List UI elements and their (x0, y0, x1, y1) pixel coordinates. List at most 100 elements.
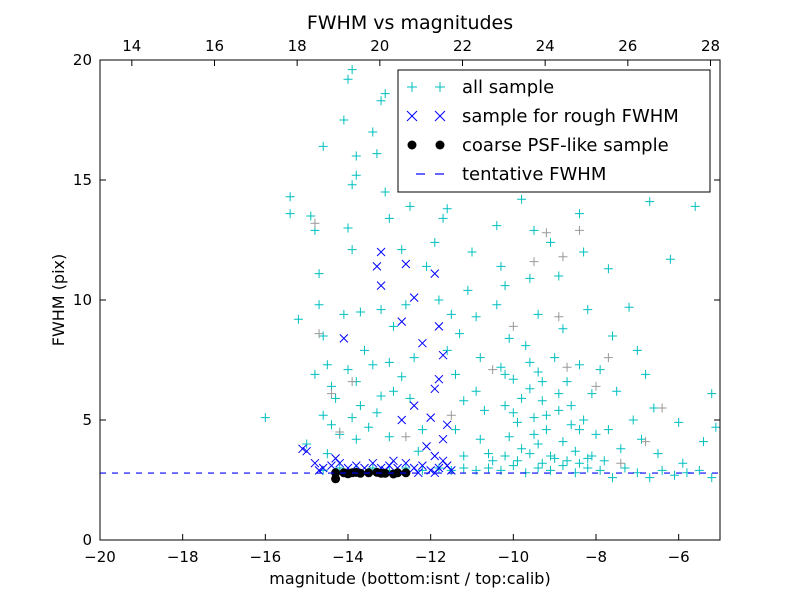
data-point (438, 350, 448, 360)
series-all-sample (260, 65, 720, 483)
data-point (376, 96, 386, 106)
x-tick-label: −20 (84, 548, 116, 566)
legend-label: tentative FWHM (462, 164, 606, 185)
data-point (690, 201, 700, 211)
data-point (550, 353, 560, 363)
data-point (422, 442, 431, 451)
data-point (624, 302, 634, 312)
data-point (302, 439, 312, 449)
data-point (418, 461, 427, 470)
data-point (484, 449, 494, 459)
data-point (459, 451, 469, 461)
data-point (546, 451, 556, 461)
data-point (471, 386, 481, 396)
data-point (368, 127, 378, 137)
data-point (331, 393, 341, 403)
data-point (347, 65, 357, 75)
data-point (620, 463, 630, 473)
data-point (566, 420, 576, 430)
data-point (632, 345, 642, 355)
data-point (608, 331, 618, 341)
data-point (554, 405, 564, 415)
data-point (409, 401, 419, 410)
data-point (500, 401, 510, 411)
y-tick-label: 0 (82, 531, 92, 549)
data-point (583, 305, 593, 315)
data-point (409, 293, 419, 302)
data-point (360, 345, 370, 355)
data-point (459, 396, 469, 406)
data-point (558, 437, 568, 447)
data-point (554, 312, 564, 322)
data-point (512, 417, 522, 427)
data-point (674, 417, 684, 427)
data-point (326, 389, 336, 399)
data-point (450, 425, 460, 435)
data-point (372, 262, 382, 271)
legend-marker (435, 82, 445, 92)
data-point (550, 453, 560, 463)
data-point (293, 314, 303, 324)
data-point (525, 449, 535, 459)
data-point (351, 461, 361, 470)
data-point (450, 369, 460, 379)
top-x-tick-label: 16 (205, 37, 224, 55)
data-point (430, 468, 440, 478)
data-point (608, 473, 618, 483)
data-point (475, 353, 485, 363)
data-point (388, 321, 398, 331)
data-point (446, 410, 456, 420)
data-point (405, 201, 415, 211)
data-point (318, 141, 328, 151)
data-point (649, 403, 659, 413)
data-point (707, 389, 717, 399)
legend-item: tentative FWHM (416, 164, 606, 185)
data-point (657, 403, 667, 413)
data-point (698, 437, 708, 447)
x-tick-label: −10 (498, 548, 530, 566)
data-point (641, 369, 651, 379)
data-point (529, 257, 539, 267)
data-point (471, 312, 481, 322)
data-point (322, 360, 332, 370)
data-point (347, 245, 357, 255)
data-point (641, 437, 651, 447)
top-x-tick-label: 24 (536, 37, 555, 55)
data-point (343, 365, 353, 375)
data-point (314, 329, 324, 339)
data-point (376, 281, 386, 290)
data-point (401, 300, 411, 310)
data-point (533, 309, 543, 319)
data-point (306, 211, 316, 221)
data-point (562, 362, 572, 372)
legend-marker (407, 140, 417, 150)
y-tick-label: 20 (73, 51, 92, 69)
legend-marker (434, 110, 446, 122)
data-point (537, 377, 547, 387)
data-point (467, 247, 477, 257)
data-point (595, 465, 605, 475)
data-point (492, 221, 502, 231)
data-point (612, 386, 622, 396)
data-point (533, 439, 543, 449)
series-coarse-psf-like-sample (331, 467, 411, 484)
data-point (298, 444, 307, 454)
data-point (579, 415, 589, 425)
data-point (541, 410, 551, 420)
series-sample-for-rough-fwhm (298, 247, 456, 478)
x-tick-label: −12 (415, 548, 447, 566)
data-point (628, 415, 638, 425)
data-point (364, 422, 374, 432)
data-point (430, 384, 440, 394)
data-point (438, 434, 448, 444)
data-point (484, 463, 494, 473)
data-point (446, 309, 456, 319)
data-point (587, 389, 597, 399)
top-x-tick-label: 28 (701, 37, 720, 55)
data-point (616, 458, 626, 468)
data-point (401, 432, 411, 442)
data-point (645, 197, 655, 207)
data-point (508, 321, 518, 331)
data-point (583, 453, 593, 463)
